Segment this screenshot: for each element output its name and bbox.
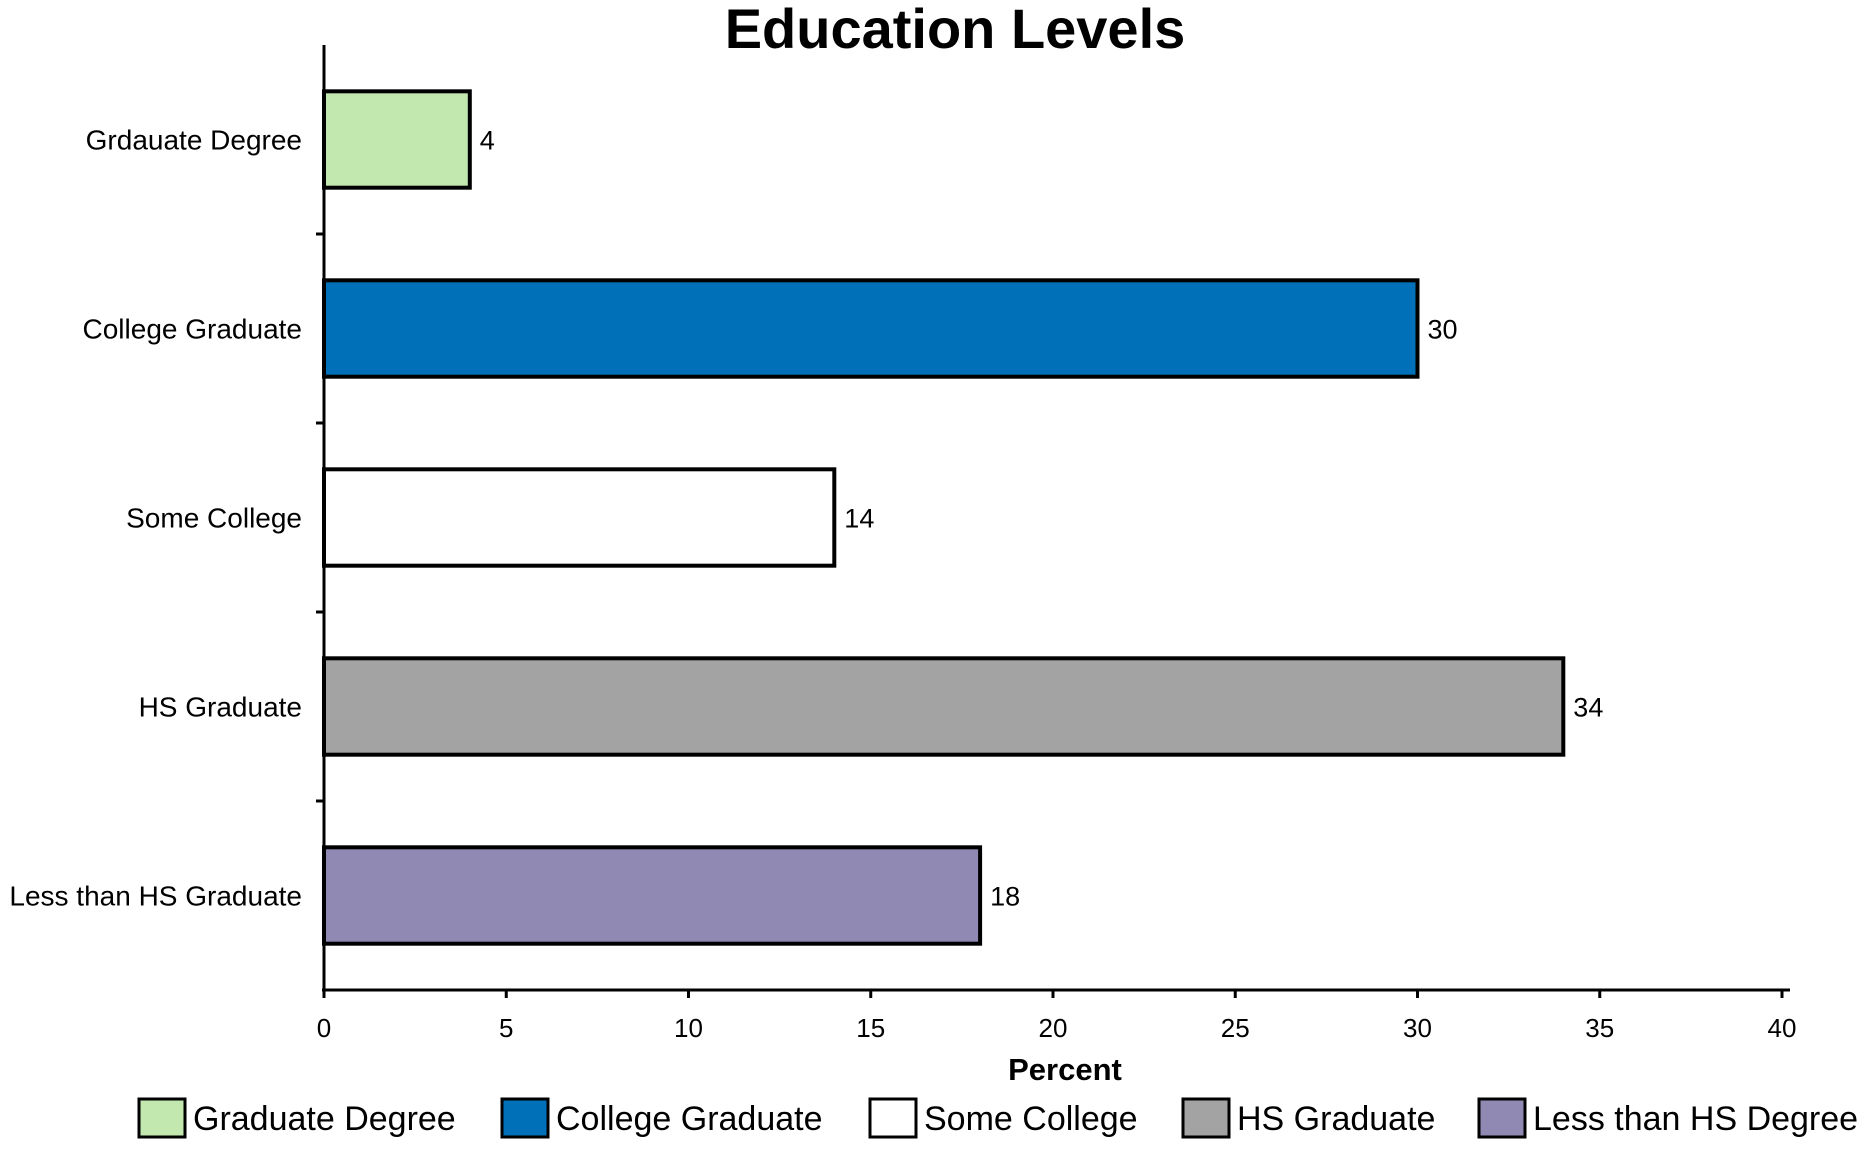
legend-label: HS Graduate bbox=[1237, 1100, 1435, 1138]
bar bbox=[322, 89, 472, 190]
x-tick-label: 30 bbox=[1403, 1013, 1432, 1043]
bar bbox=[322, 278, 1420, 379]
data-label: 18 bbox=[990, 882, 1020, 912]
category-label: College Graduate bbox=[83, 314, 302, 345]
legend-item: Some College bbox=[868, 1097, 1138, 1139]
x-tick-label: 15 bbox=[856, 1013, 885, 1043]
x-tick-label: 25 bbox=[1221, 1013, 1250, 1043]
bar bbox=[322, 656, 1566, 757]
legend-label: College Graduate bbox=[556, 1100, 823, 1138]
data-label: 4 bbox=[480, 126, 495, 156]
axes-layer bbox=[322, 45, 1790, 992]
ticks-layer: 0 5 10 15 20 25 30 35 40 bbox=[316, 232, 1797, 1043]
legend-swatch bbox=[137, 1097, 187, 1139]
data-label: 14 bbox=[844, 504, 874, 534]
legend-swatch bbox=[1477, 1097, 1527, 1139]
x-tick-label: 35 bbox=[1585, 1013, 1614, 1043]
bars-layer: Grdauate Degree 4 College Graduate 30 Some C… bbox=[9, 89, 1603, 946]
x-tick-label: 10 bbox=[674, 1013, 703, 1043]
legend-swatch bbox=[1181, 1097, 1231, 1139]
legend-swatch bbox=[868, 1097, 918, 1139]
chart-title: Education Levels bbox=[725, 0, 1186, 60]
x-tick-label: 5 bbox=[499, 1013, 513, 1043]
legend-item: Less than HS Degree bbox=[1477, 1097, 1858, 1139]
bar bbox=[322, 845, 983, 946]
x-axis-title: Percent bbox=[1008, 1052, 1122, 1087]
x-tick-label: 20 bbox=[1039, 1013, 1068, 1043]
legend-label: Some College bbox=[924, 1100, 1138, 1138]
legend-label: Graduate Degree bbox=[193, 1100, 456, 1138]
data-label: 34 bbox=[1573, 693, 1603, 723]
legend-swatch bbox=[500, 1097, 550, 1139]
category-label: Some College bbox=[126, 503, 302, 534]
x-tick-label: 0 bbox=[317, 1013, 331, 1043]
legend-item: College Graduate bbox=[500, 1097, 823, 1139]
category-label: Grdauate Degree bbox=[86, 125, 302, 156]
category-label: Less than HS Graduate bbox=[9, 881, 302, 912]
x-tick-label: 40 bbox=[1768, 1013, 1797, 1043]
legend-label: Less than HS Degree bbox=[1533, 1100, 1858, 1138]
bar bbox=[322, 467, 837, 568]
category-label: HS Graduate bbox=[139, 692, 302, 723]
legend: Graduate Degree College Graduate Some Coll… bbox=[137, 1097, 1858, 1139]
legend-item: HS Graduate bbox=[1181, 1097, 1435, 1139]
data-label: 30 bbox=[1428, 315, 1458, 345]
legend-item: Graduate Degree bbox=[137, 1097, 456, 1139]
